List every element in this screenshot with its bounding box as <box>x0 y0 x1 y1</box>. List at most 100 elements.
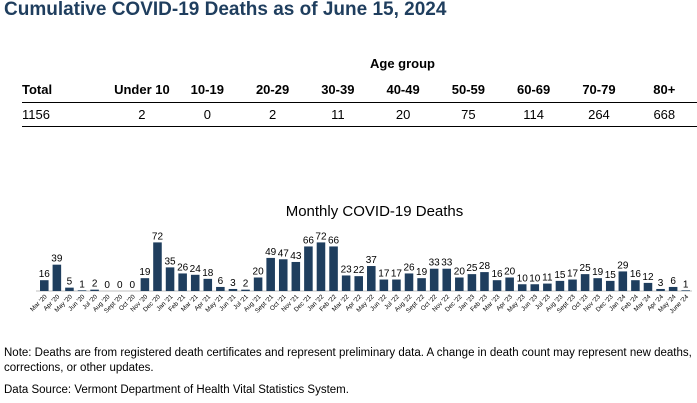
monthly-deaths-chart: 16 Mar '20 39 Apr '20 5 May '20 1 Jun '20 2 Jul '… <box>0 196 697 336</box>
data-label: 1 <box>683 279 689 290</box>
bar <box>65 287 74 292</box>
age-value-20-29: 2 <box>239 102 306 127</box>
bar <box>291 261 301 291</box>
data-label: 6 <box>218 276 224 287</box>
data-label: 10 <box>529 273 541 284</box>
age-value-70-79: 264 <box>566 102 632 127</box>
bar <box>467 274 477 292</box>
data-label: 0 <box>130 280 136 291</box>
bar <box>367 266 376 292</box>
bar <box>480 272 489 291</box>
data-label: 3 <box>230 278 236 289</box>
data-label: 26 <box>177 262 189 273</box>
age-value-50-59: 75 <box>435 102 501 127</box>
age-header-80-plus: 80+ <box>631 78 697 103</box>
data-label: 47 <box>278 248 290 259</box>
data-label: 16 <box>39 269 51 280</box>
bar <box>178 273 187 291</box>
bar <box>379 279 389 291</box>
data-label: 66 <box>303 235 315 246</box>
data-label: 33 <box>441 258 453 269</box>
bar <box>530 284 540 291</box>
data-label: 22 <box>353 265 365 276</box>
age-header-50-59: 50-59 <box>435 78 501 103</box>
data-label: 18 <box>202 268 214 279</box>
data-label: 33 <box>429 258 441 269</box>
data-label: 25 <box>466 263 478 274</box>
bar <box>505 277 514 291</box>
bar <box>341 275 351 291</box>
data-label: 20 <box>454 267 466 278</box>
bar <box>580 274 590 292</box>
data-label: 29 <box>617 260 629 271</box>
bar <box>316 242 326 291</box>
data-label: 15 <box>605 270 617 281</box>
data-label: 0 <box>104 280 110 291</box>
data-label: 17 <box>391 269 403 280</box>
bar <box>455 277 464 291</box>
bar <box>203 278 213 291</box>
data-label: 16 <box>630 269 642 280</box>
data-label: 24 <box>190 264 202 275</box>
bar <box>266 257 275 291</box>
bar <box>153 242 162 291</box>
data-label: 66 <box>328 235 340 246</box>
bar <box>429 268 439 291</box>
bar <box>668 286 678 291</box>
data-label: 25 <box>580 263 592 274</box>
data-label: 28 <box>479 261 491 272</box>
bar <box>517 284 527 291</box>
bar <box>304 246 313 291</box>
bar <box>417 278 426 291</box>
bar <box>656 288 665 291</box>
age-value-60-69: 114 <box>501 102 567 127</box>
bar <box>618 271 628 291</box>
bar <box>492 280 502 291</box>
age-value-80-plus: 668 <box>631 102 697 127</box>
data-label: 72 <box>152 231 164 242</box>
age-header-under-10: Under 10 <box>109 78 175 103</box>
bar <box>140 278 150 291</box>
age-group-header: Age group <box>370 56 435 71</box>
age-header-70-79: 70-79 <box>566 78 632 103</box>
bar <box>241 289 250 291</box>
bar <box>354 276 363 291</box>
data-label: 11 <box>542 273 553 284</box>
data-label: 49 <box>265 247 277 258</box>
total-value: 1156 <box>22 102 110 127</box>
data-label: 19 <box>592 267 604 278</box>
data-label: 6 <box>670 276 676 287</box>
total-header: Total <box>22 78 110 103</box>
bar <box>631 280 640 291</box>
bar <box>165 267 175 292</box>
data-label: 1 <box>79 279 85 290</box>
bar <box>392 279 401 291</box>
bar <box>643 282 653 291</box>
data-label: 39 <box>51 254 63 265</box>
data-label: 3 <box>658 278 664 289</box>
data-label: 19 <box>139 267 151 278</box>
bar <box>253 277 263 291</box>
data-label: 5 <box>67 277 73 288</box>
bar <box>605 280 615 292</box>
age-value-10-19: 0 <box>174 102 240 127</box>
bar <box>568 279 577 291</box>
table-row: 1156 2 0 2 11 20 75 114 264 668 <box>22 102 697 127</box>
page-title: Cumulative COVID-19 Deaths as of June 15… <box>4 0 447 20</box>
bar <box>329 246 338 291</box>
data-label: 2 <box>92 279 98 290</box>
data-label: 16 <box>491 269 503 280</box>
bar <box>442 268 452 291</box>
age-header-40-49: 40-49 <box>370 78 436 103</box>
data-label: 20 <box>504 267 516 278</box>
age-header-20-29: 20-29 <box>239 78 306 103</box>
age-header-30-39: 30-39 <box>305 78 371 103</box>
age-value-40-49: 20 <box>370 102 436 127</box>
data-label: 19 <box>416 267 428 278</box>
cumulative-deaths-table: Total Under 10 10-19 20-29 30-39 40-49 5… <box>22 78 697 127</box>
age-value-30-39: 11 <box>305 102 371 127</box>
bar <box>190 274 200 291</box>
bar <box>77 290 87 292</box>
age-header-10-19: 10-19 <box>174 78 240 103</box>
